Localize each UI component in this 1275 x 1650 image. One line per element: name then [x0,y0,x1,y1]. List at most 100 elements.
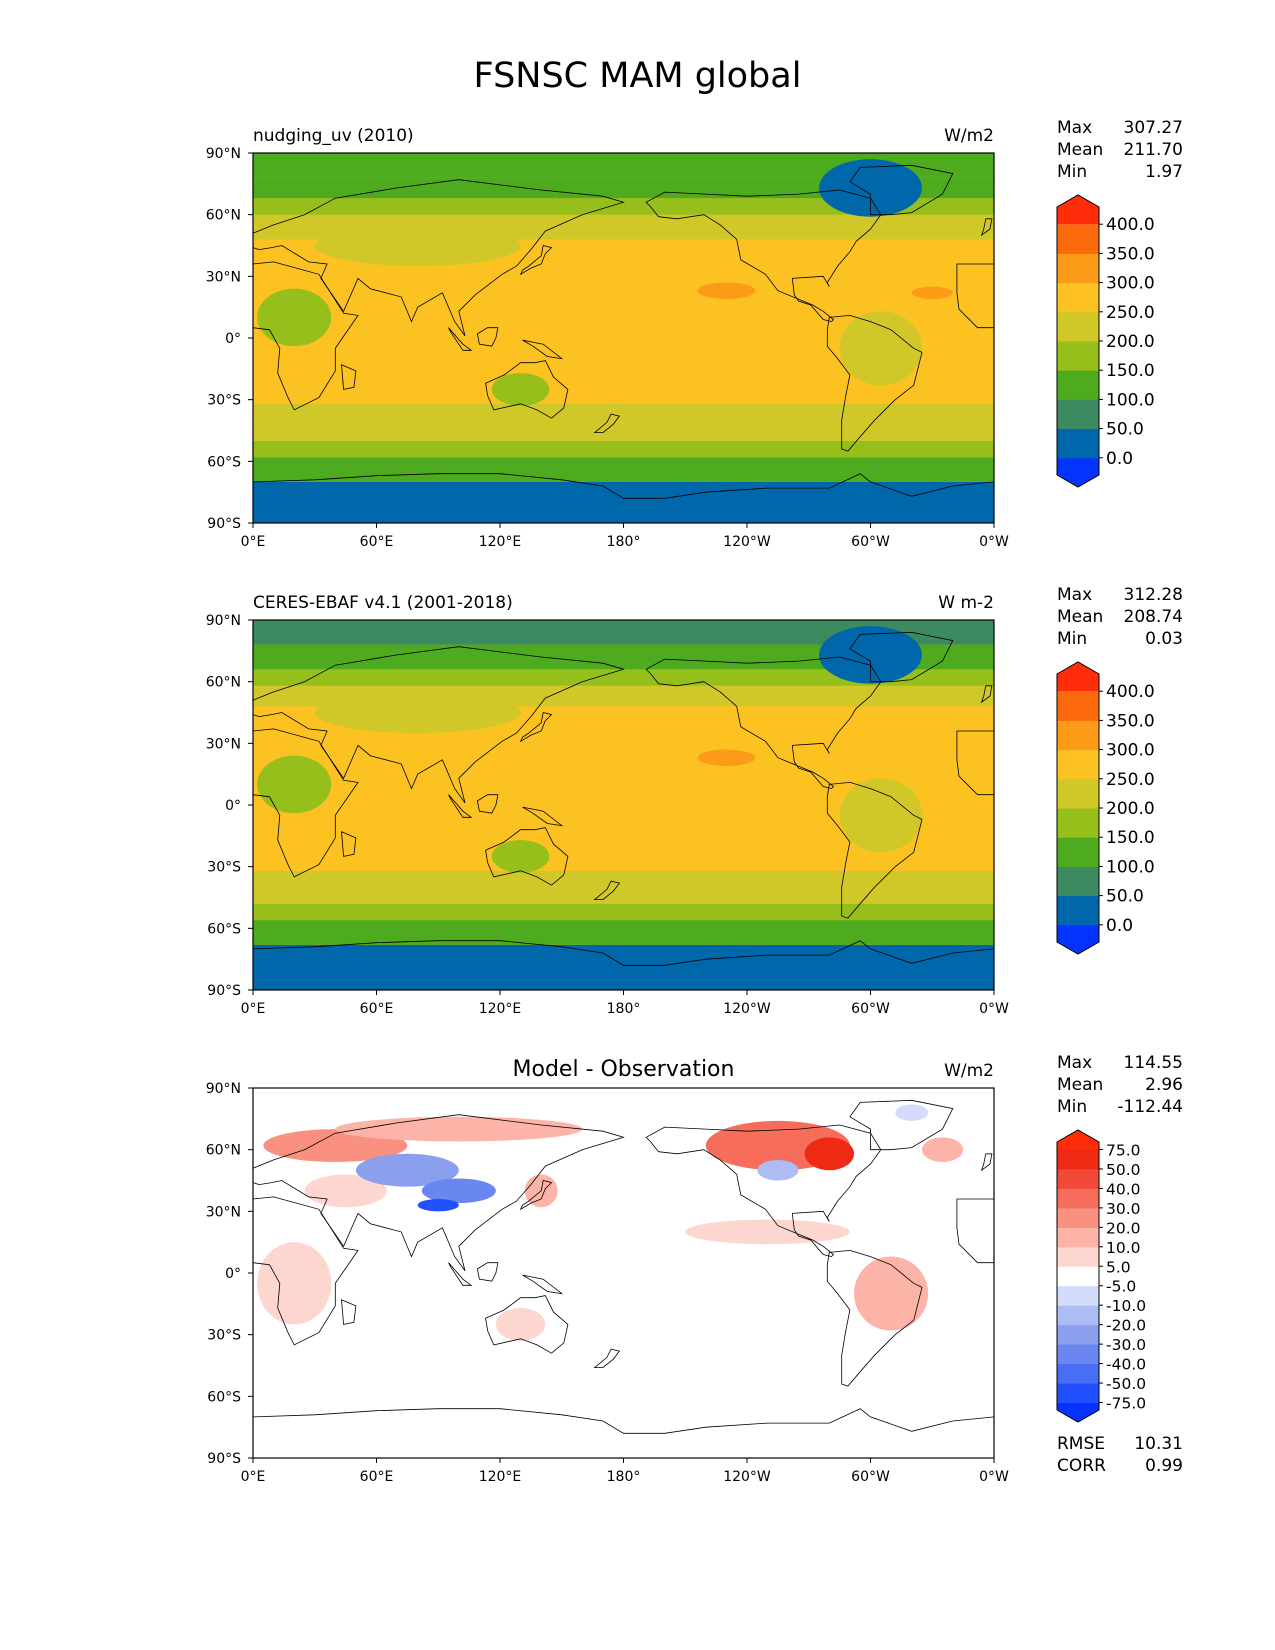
coastline [253,728,359,878]
stat-label: Mean [1057,140,1103,160]
coastline [253,261,359,411]
coastline [485,1295,569,1354]
asia-field [314,691,521,734]
lon-tick-label: 120°E [479,534,522,550]
stat-label: Min [1057,629,1087,649]
colorbar-segment [1057,224,1099,254]
colorbar-segment [1057,1266,1099,1287]
colorbar-segment [1057,895,1099,926]
colorbar-tick-label: 50.0 [1106,887,1144,907]
colorbar-tick-label: 400.0 [1106,215,1155,235]
footer-stat-value: 0.99 [1145,1456,1183,1476]
panel-units: W/m2 [944,126,994,146]
lon-tick-label: 120°E [479,1001,522,1017]
subtropical-high-field [697,282,756,299]
coastline [341,831,357,857]
colorbar-segment [1057,866,1099,897]
stat-label: Max [1057,118,1092,138]
coastline [448,327,473,351]
coastline [448,794,473,818]
colorbar-tick-label: 10.0 [1106,1239,1141,1257]
lon-tick-label: 60°W [851,534,890,550]
coastline [448,1262,473,1286]
colorbar-segment [1057,399,1099,430]
lat-tick-label: 90°S [207,516,241,532]
positive-anomaly [495,1307,546,1341]
colorbar-tick-label: 30.0 [1106,1200,1141,1218]
colorbar-tick-label: 350.0 [1106,244,1155,264]
colorbar-tick-label: 150.0 [1106,828,1155,848]
colorbar-outline [1056,194,1100,488]
negative-anomaly [417,1199,459,1212]
colorbar-tick-label: 200.0 [1106,799,1155,819]
coastline [826,781,923,919]
colorbar-tick-label: 50.0 [1106,1161,1141,1179]
colorbar-segment [1057,370,1099,400]
colorbar-tick-label: 300.0 [1106,741,1155,761]
stat-value: 211.70 [1124,140,1183,160]
colorbar-segment [1057,282,1099,313]
lat-tick-label: 90°N [206,613,241,629]
stat-value: 0.03 [1145,629,1183,649]
colorbar-segment [1057,837,1099,867]
colorbar-segment [1057,428,1099,459]
zonal-band [253,669,994,686]
atlantic-high-field [911,286,953,299]
lon-tick-label: 0°E [241,1469,266,1485]
lon-tick-label: 0°W [979,1001,1009,1017]
negative-anomaly [355,1153,459,1187]
map-panel-1: 90°N 60°N 30°N 0° 30°S 60°S 90°S0°E 60°E 120°E 18… [206,118,1183,550]
stat-value: 1.97 [1145,162,1183,182]
positive-anomaly [804,1137,855,1171]
stat-label: Min [1057,1097,1087,1117]
coastline [341,364,357,390]
colorbar: 0.0 50.0 100.0 150.0 200.0 250.0 300.0 350.0 400… [1056,194,1155,488]
lon-tick-label: 180° [607,1469,641,1485]
lat-tick-label: 30°S [207,1328,241,1344]
lon-tick-label: 0°E [241,534,266,550]
negative-anomaly [757,1159,799,1181]
colorbar-segment [1057,1207,1099,1228]
lat-tick-label: 90°N [206,1081,241,1097]
colorbar-tick-label: -30.0 [1106,1336,1146,1354]
stat-value: 307.27 [1124,118,1183,138]
lat-tick-label: 0° [225,331,241,347]
colorbar-segment [1057,341,1099,371]
lat-tick-label: 30°N [206,269,241,285]
stat-label: Max [1057,1053,1092,1073]
panel-units: W/m2 [944,1061,994,1081]
colorbar-segment [1057,691,1099,721]
australia-field [491,372,550,406]
colorbar-outline [1056,1129,1100,1423]
stat-value: 312.28 [1124,585,1183,605]
coastline [980,218,993,237]
stat-value: 2.96 [1145,1075,1183,1095]
coastline [519,1180,553,1211]
colorbar-extend-min [1057,1402,1099,1422]
lat-tick-label: 60°S [207,454,241,470]
lat-tick-label: 90°S [207,983,241,999]
lat-tick-label: 0° [225,1266,241,1282]
amazon-field [839,778,922,853]
positive-anomaly [257,1242,332,1325]
coastline [593,1348,621,1368]
coastline [253,646,625,804]
africa-field [257,288,332,347]
coastline [253,1196,359,1346]
lat-tick-label: 30°S [207,393,241,409]
colorbar-segment [1057,1168,1099,1189]
colorbar-segment [1057,720,1099,751]
lon-tick-label: 120°W [723,1001,771,1017]
lon-tick-label: 0°W [979,534,1009,550]
subtropical-high-field [697,749,756,766]
lat-tick-label: 90°S [207,1451,241,1467]
panel-left-title: nudging_uv (2010) [253,126,414,146]
stat-value: -112.44 [1117,1097,1183,1117]
lon-tick-label: 60°W [851,1001,890,1017]
coastline [593,880,621,900]
lat-tick-label: 60°N [206,675,241,691]
coastline [253,1408,994,1458]
colorbar-tick-label: 350.0 [1106,711,1155,731]
colorbar-tick-label: -75.0 [1106,1395,1146,1413]
coastline [956,263,994,329]
